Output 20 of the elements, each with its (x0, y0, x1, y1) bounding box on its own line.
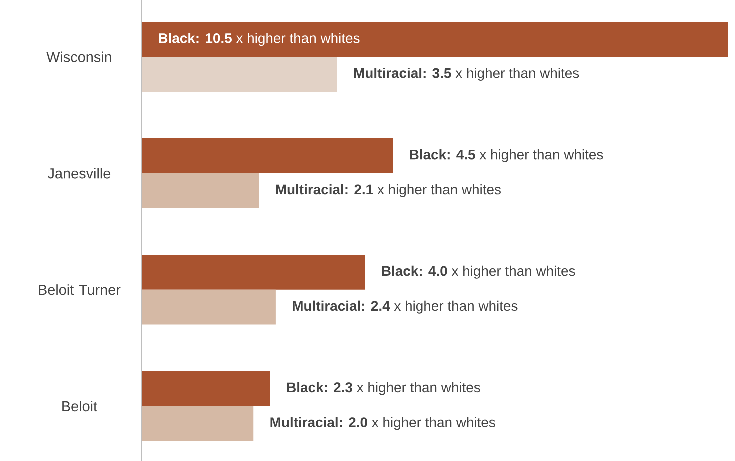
data-label: Black: 10.5 x higher than whites (159, 33, 360, 46)
bar (142, 138, 394, 174)
bar (142, 371, 270, 406)
data-label: Multiracial: 3.5 x higher than whites (354, 68, 580, 82)
bar (142, 406, 254, 442)
y-tick-label: Wisconsin (46, 52, 112, 62)
y-tick-label: Beloit Turner (39, 284, 121, 296)
data-label: Black: 2.3 x higher than whites (288, 382, 480, 396)
bar (142, 254, 366, 290)
bar (142, 173, 260, 208)
data-label: Multiracial: 2.4 x higher than whites (293, 300, 518, 314)
data-label: Black: 4.5 x higher than whites (410, 149, 604, 162)
data-label: Multiracial: 2.1 x higher than whites (276, 184, 501, 198)
bar (142, 22, 728, 58)
data-label: Multiracial: 2.0 x higher than whites (270, 417, 496, 430)
bar (142, 57, 338, 92)
bar (142, 290, 276, 325)
y-tick-label: Beloit (62, 400, 98, 412)
data-label: Black: 4.0 x higher than whites (382, 266, 576, 279)
y-tick-label: Janesville (48, 168, 111, 179)
